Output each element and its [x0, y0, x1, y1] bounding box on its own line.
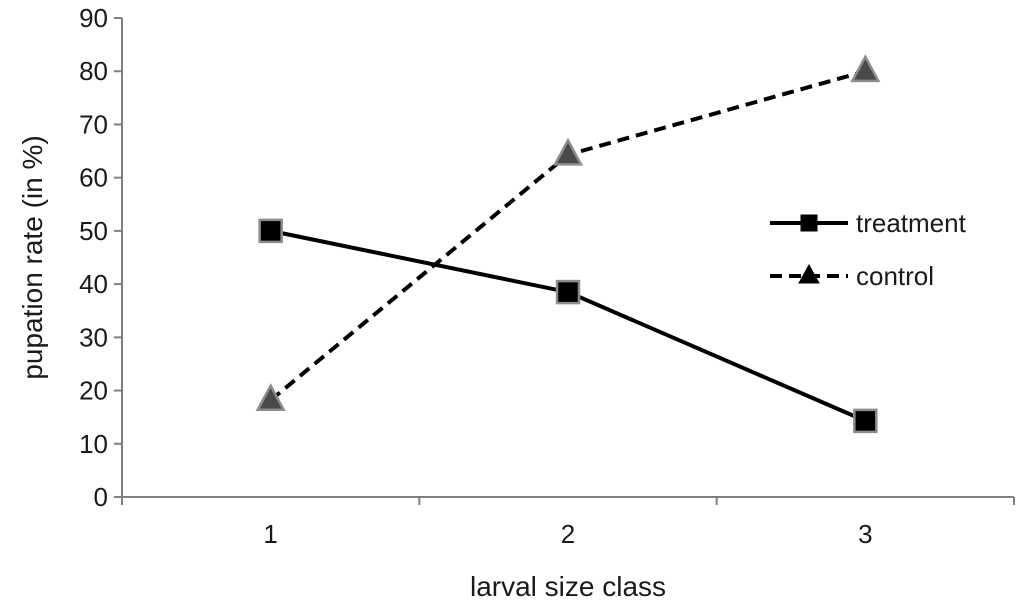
y-axis-title: pupation rate (in %)	[17, 135, 48, 379]
axes: 0 10 20 30 40 50 60 70 80 90 1 2 3	[79, 3, 1015, 549]
y-tick-label: 50	[79, 216, 108, 246]
y-tick-label: 60	[79, 163, 108, 193]
legend: treatment control	[770, 208, 967, 291]
legend-label: control	[856, 261, 934, 291]
legend-swatch-marker	[798, 263, 820, 284]
y-tick-label: 0	[94, 482, 108, 512]
series-control	[255, 54, 881, 411]
series-layer	[255, 54, 881, 434]
legend-swatch-marker	[800, 214, 818, 232]
y-tick-label: 90	[79, 3, 108, 33]
data-point-treatment	[555, 279, 581, 305]
y-tick-label: 70	[79, 109, 108, 139]
series-treatment	[258, 218, 878, 434]
data-point-control	[850, 54, 881, 83]
y-tick-label: 20	[79, 376, 108, 406]
x-tick-label: 2	[561, 519, 575, 549]
y-tick-label: 40	[79, 269, 108, 299]
x-axis-title: larval size class	[470, 571, 666, 602]
legend-item-control: control	[770, 261, 934, 291]
series-line-control	[269, 69, 866, 402]
data-point-treatment	[853, 408, 878, 434]
x-tick-label: 1	[263, 519, 277, 549]
legend-label: treatment	[856, 208, 967, 238]
data-point-treatment	[258, 218, 283, 244]
data-point-control	[552, 137, 584, 166]
x-tick-label: 3	[858, 519, 872, 549]
y-tick-label: 80	[79, 56, 108, 86]
y-tick-label: 10	[79, 429, 108, 459]
y-tick-label: 30	[79, 322, 108, 352]
legend-item-treatment: treatment	[770, 208, 967, 238]
data-point-control	[255, 383, 286, 411]
